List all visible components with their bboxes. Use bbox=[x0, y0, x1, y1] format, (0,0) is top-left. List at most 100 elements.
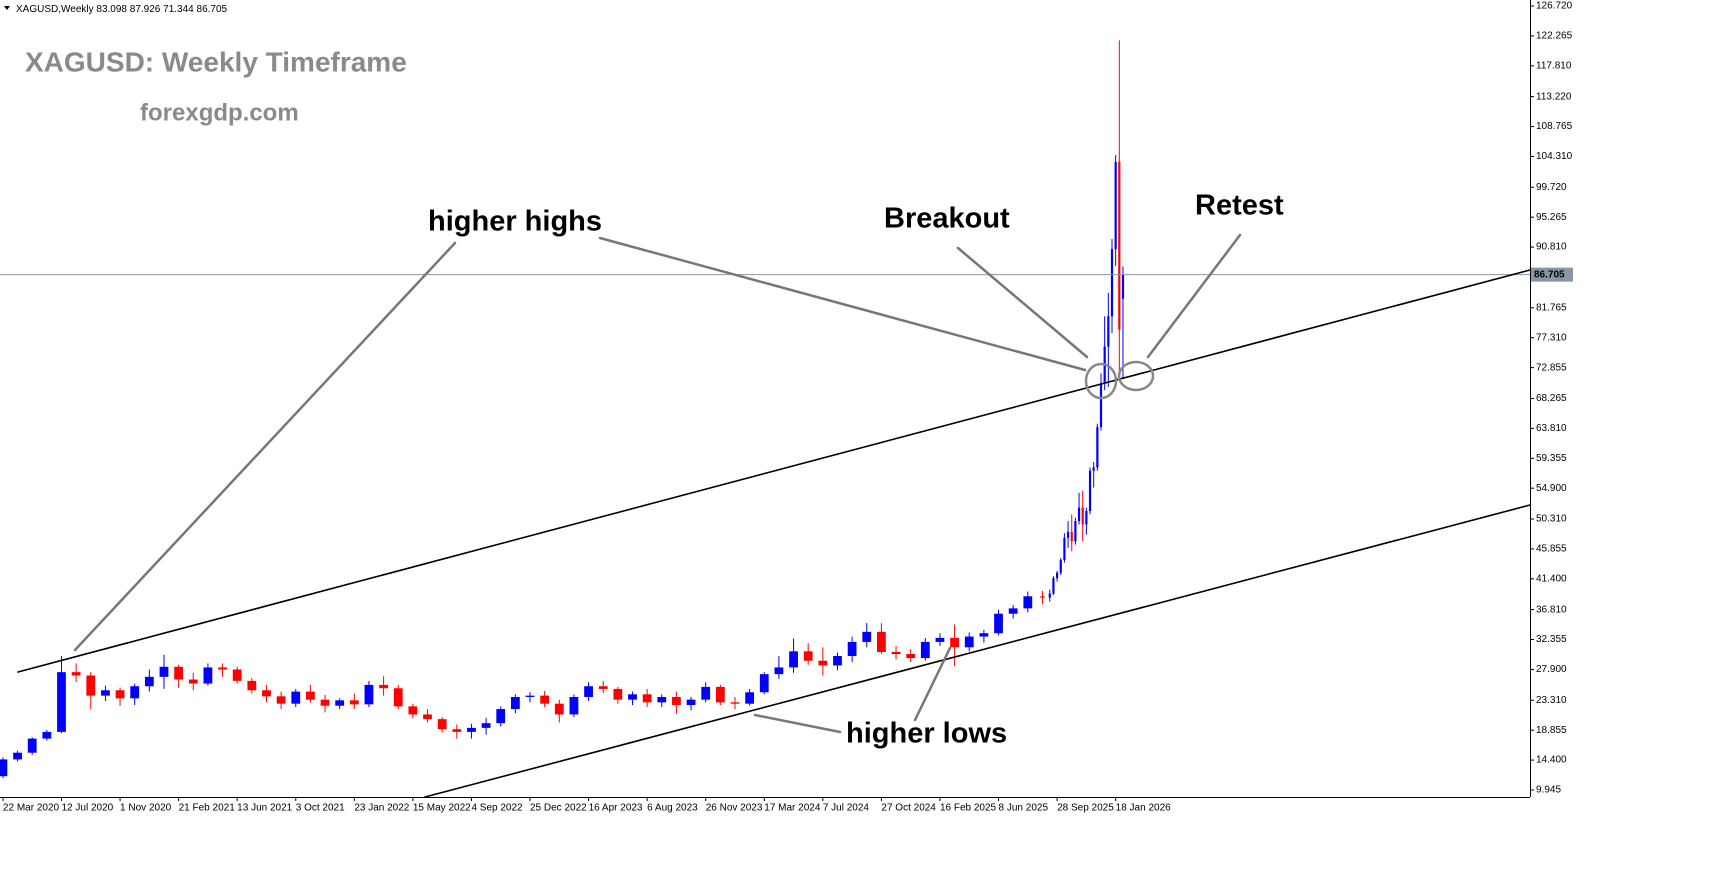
candle-body bbox=[27, 738, 37, 753]
candle-body bbox=[1008, 608, 1018, 614]
candle-body bbox=[1081, 507, 1084, 525]
y-tick-label: 45.855 bbox=[1536, 544, 1567, 555]
x-tick-label: 13 Jun 2021 bbox=[237, 803, 292, 814]
candle-body bbox=[467, 727, 476, 732]
candle-body bbox=[262, 690, 271, 697]
highlight-circle bbox=[1084, 362, 1118, 400]
symbol: XAGUSD,Weekly bbox=[16, 4, 94, 15]
candle-body bbox=[86, 675, 96, 696]
candle-body bbox=[1099, 383, 1103, 428]
x-tick-label: 26 Nov 2023 bbox=[706, 803, 763, 814]
candle-body bbox=[833, 656, 842, 666]
candle-body bbox=[891, 651, 901, 655]
candle-body bbox=[672, 696, 681, 706]
candle-body bbox=[569, 696, 579, 715]
annotation: Retest bbox=[1195, 190, 1284, 222]
y-tick-label: 99.720 bbox=[1536, 182, 1567, 193]
x-tick-label: 16 Apr 2023 bbox=[589, 803, 643, 814]
candle-body bbox=[1040, 596, 1045, 598]
x-tick-label: 15 May 2022 bbox=[413, 803, 471, 814]
y-tick-label: 117.810 bbox=[1536, 60, 1572, 71]
y-tick-label: 14.400 bbox=[1536, 755, 1567, 766]
candle-body bbox=[803, 651, 813, 661]
candle-body bbox=[349, 700, 359, 705]
candle-body bbox=[628, 694, 637, 700]
candle-body bbox=[657, 696, 667, 703]
candle-body bbox=[130, 686, 140, 699]
chart-header: XAGUSD,Weekly 83.098 87.926 71.344 86.70… bbox=[16, 4, 228, 15]
y-tick-label: 122.265 bbox=[1536, 31, 1573, 42]
candle-body bbox=[218, 667, 227, 670]
candle-body bbox=[71, 672, 81, 676]
menu-icon[interactable] bbox=[4, 6, 10, 10]
candle-body bbox=[759, 674, 769, 693]
candle-body bbox=[935, 637, 945, 642]
y-tick-label: 108.765 bbox=[1536, 121, 1573, 132]
candle-body bbox=[1023, 596, 1033, 609]
candle-body bbox=[686, 699, 696, 706]
candle-body bbox=[1092, 467, 1095, 471]
y-tick-label: 77.310 bbox=[1536, 332, 1567, 343]
candle-body bbox=[1070, 531, 1073, 542]
candle-body bbox=[335, 700, 345, 706]
candle-body bbox=[144, 676, 154, 687]
candle-body bbox=[1121, 274, 1125, 299]
annotation: Breakout bbox=[884, 203, 1010, 235]
candle-body bbox=[101, 690, 110, 696]
x-tick-label: 16 Feb 2025 bbox=[940, 803, 997, 814]
candle-body bbox=[715, 686, 725, 703]
candle-body bbox=[774, 667, 784, 675]
candle-body bbox=[1059, 560, 1062, 573]
x-tick-label: 8 Jun 2025 bbox=[999, 803, 1049, 814]
candle-body bbox=[862, 631, 872, 642]
candle-body bbox=[1077, 507, 1081, 522]
y-tick-label: 95.265 bbox=[1536, 212, 1567, 223]
candle-body bbox=[306, 691, 315, 700]
x-tick-label: 23 Jan 2022 bbox=[354, 803, 409, 814]
candle-body bbox=[452, 729, 462, 732]
candle-body bbox=[789, 651, 798, 668]
candle-body bbox=[423, 714, 432, 720]
annotation: higher lows bbox=[846, 718, 1007, 750]
candle-body bbox=[1048, 593, 1051, 598]
candle-body bbox=[906, 654, 916, 659]
x-tick-label: 27 Oct 2024 bbox=[881, 803, 936, 814]
candle-body bbox=[1066, 531, 1070, 538]
y-tick-label: 54.900 bbox=[1536, 483, 1567, 494]
x-tick-label: 6 Aug 2023 bbox=[647, 803, 698, 814]
drawings bbox=[17, 233, 1531, 798]
candle-body bbox=[584, 686, 593, 697]
candle-body bbox=[730, 702, 740, 704]
y-tick-label: 59.355 bbox=[1536, 453, 1567, 464]
candle-body bbox=[1118, 161, 1121, 330]
candle-body bbox=[408, 706, 418, 715]
y-tick-label: 50.310 bbox=[1536, 514, 1567, 525]
x-tick-label: 3 Oct 2021 bbox=[296, 803, 345, 814]
y-tick-label: 126.720 bbox=[1536, 1, 1573, 12]
y-tick-label: 23.310 bbox=[1536, 695, 1567, 706]
x-tick-label: 28 Sep 2025 bbox=[1057, 803, 1114, 814]
candle-body bbox=[979, 633, 989, 637]
candle-body bbox=[1096, 427, 1099, 468]
y-tick-label: 72.855 bbox=[1536, 362, 1567, 373]
candle-body bbox=[1088, 470, 1092, 512]
candle-body bbox=[964, 636, 974, 648]
candle-body bbox=[188, 679, 198, 684]
x-tick-label: 18 Jan 2026 bbox=[1116, 803, 1171, 814]
upper-trendline bbox=[17, 269, 1531, 673]
candle-body bbox=[994, 613, 1003, 634]
pointer-line bbox=[73, 241, 457, 652]
price-label-box bbox=[1531, 267, 1573, 282]
candle-body bbox=[613, 688, 623, 700]
y-tick-label: 27.900 bbox=[1536, 664, 1567, 675]
candle-body bbox=[159, 666, 169, 677]
x-tick-label: 17 Mar 2024 bbox=[764, 803, 821, 814]
candle-body bbox=[554, 703, 564, 715]
chart-subtitle: forexgdp.com bbox=[140, 99, 299, 126]
candle-body bbox=[496, 709, 506, 724]
x-tick-label: 7 Jul 2024 bbox=[823, 803, 870, 814]
candle-body bbox=[276, 696, 286, 704]
y-tick-label: 9.945 bbox=[1536, 785, 1561, 796]
